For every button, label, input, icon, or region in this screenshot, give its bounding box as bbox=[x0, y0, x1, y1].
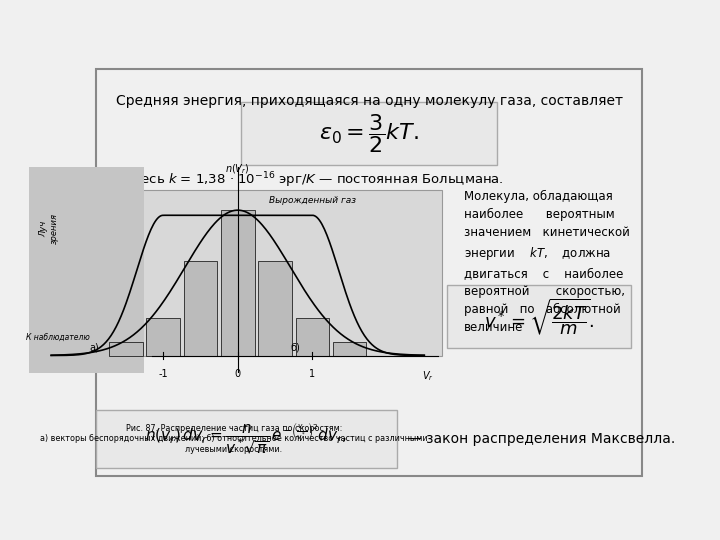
Text: — закон распределения Максвелла.: — закон распределения Максвелла. bbox=[408, 432, 675, 446]
Text: а): а) bbox=[89, 342, 99, 352]
Text: $\varepsilon_0 = \dfrac{3}{2}kT.$: $\varepsilon_0 = \dfrac{3}{2}kT.$ bbox=[319, 112, 419, 155]
Text: б): б) bbox=[291, 342, 300, 352]
Bar bbox=[221, 210, 255, 355]
Text: Вырожденный газ: Вырожденный газ bbox=[269, 196, 356, 205]
FancyBboxPatch shape bbox=[107, 190, 441, 356]
Text: $n(v_r)\,dv_r = \dfrac{n}{v^*\sqrt{\pi}}\,e^{-\left(\frac{v_r}{v^*}\right)^2}dv_: $n(v_r)\,dv_r = \dfrac{n}{v^*\sqrt{\pi}}… bbox=[145, 422, 347, 456]
FancyBboxPatch shape bbox=[447, 285, 631, 348]
Text: Средняя энергия, приходящаяся на одну молекулу газа, составляет: Средняя энергия, приходящаяся на одну мо… bbox=[115, 94, 623, 108]
FancyBboxPatch shape bbox=[96, 410, 397, 468]
Text: Здесь $k$ = 1,38 · 10$^{-16}$ эрг/$K$ — постоянная Больцмана.: Здесь $k$ = 1,38 · 10$^{-16}$ эрг/$K$ — … bbox=[124, 171, 504, 191]
FancyBboxPatch shape bbox=[96, 69, 642, 476]
Bar bbox=[146, 318, 180, 355]
Bar bbox=[29, 167, 144, 373]
Text: $v^* = \sqrt{\dfrac{2kT}{m}}.$: $v^* = \sqrt{\dfrac{2kT}{m}}.$ bbox=[484, 296, 595, 336]
Bar bbox=[109, 342, 143, 355]
Text: $V_r$: $V_r$ bbox=[422, 369, 434, 383]
Text: Рис. 87. Распределение частиц газа по скоростям:
а) векторы беспорядочных движен: Рис. 87. Распределение частиц газа по ск… bbox=[40, 424, 428, 454]
FancyBboxPatch shape bbox=[240, 102, 498, 165]
Text: Молекула, обладающая
наиболее      вероятным
значением   кинетической
энергии   : Молекула, обладающая наиболее вероятным … bbox=[464, 190, 630, 334]
Text: $n(V_r)$: $n(V_r)$ bbox=[225, 163, 250, 176]
Bar bbox=[333, 342, 366, 355]
Bar bbox=[184, 261, 217, 355]
Text: К наблюдателю: К наблюдателю bbox=[26, 333, 89, 342]
Text: -1: -1 bbox=[158, 369, 168, 379]
Text: 1: 1 bbox=[310, 369, 315, 379]
Bar bbox=[258, 261, 292, 355]
Bar bbox=[296, 318, 329, 355]
Text: 0: 0 bbox=[235, 369, 240, 379]
Text: Луч
зрения: Луч зрения bbox=[40, 213, 59, 245]
